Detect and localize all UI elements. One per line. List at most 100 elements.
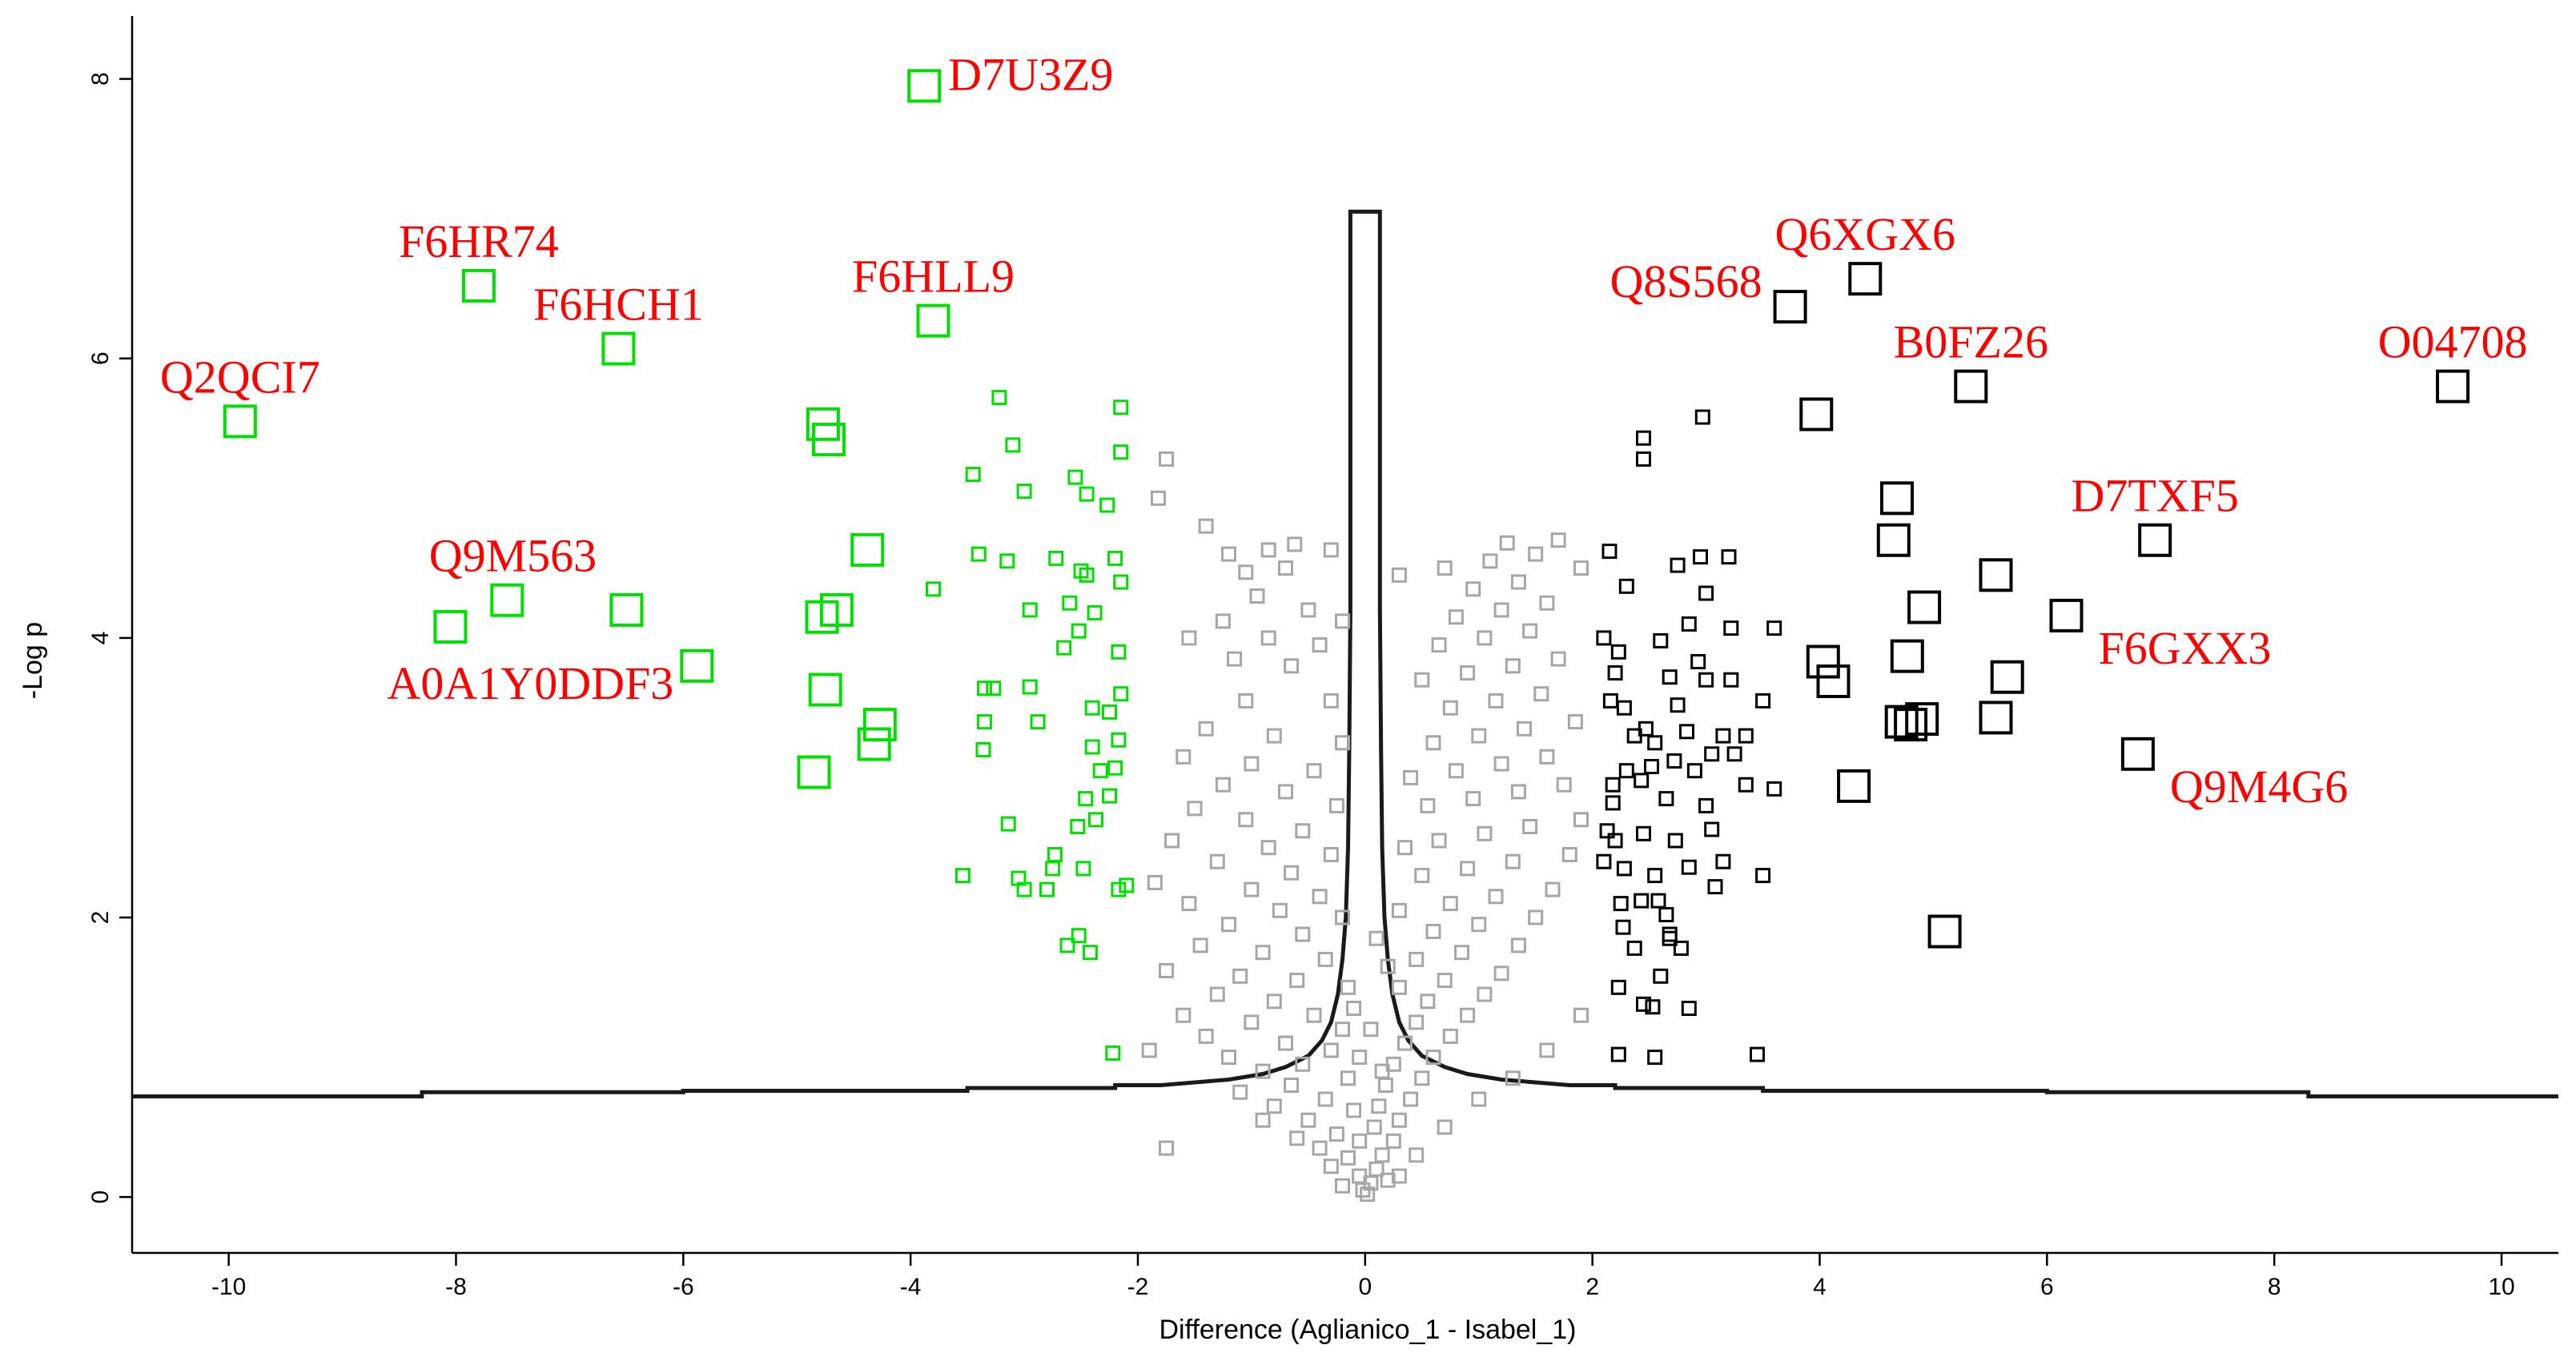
- protein-label: B0FZ26: [1894, 316, 2048, 368]
- point-down-regulated: [926, 581, 941, 597]
- point-up-regulated: [1658, 791, 1674, 807]
- point-not-significant: [1335, 1022, 1350, 1038]
- point-up-regulated: [1681, 616, 1697, 632]
- x-tick-label: 6: [2040, 1274, 2054, 1300]
- point-up-regulated: [1626, 940, 1642, 956]
- point-up-regulated: [1673, 940, 1689, 956]
- point-down-regulated: [1067, 469, 1083, 485]
- point-up-regulated: [1647, 868, 1663, 884]
- point-up-regulated: [1636, 825, 1651, 841]
- point-not-significant: [1255, 1112, 1271, 1128]
- point-not-significant: [1425, 924, 1441, 939]
- point-up-regulated: [1653, 968, 1669, 984]
- point-not-significant: [1550, 532, 1566, 548]
- point-down-regulated: [1005, 437, 1021, 453]
- point-not-significant: [1187, 801, 1203, 817]
- point-up-regulated: [1681, 859, 1697, 875]
- point-not-significant: [1335, 1178, 1350, 1194]
- point-not-significant: [1221, 917, 1236, 933]
- point-not-significant: [1493, 966, 1509, 982]
- point-not-significant: [1272, 902, 1288, 918]
- x-tick-label: -8: [445, 1274, 467, 1300]
- point-not-significant: [1460, 665, 1476, 680]
- point-up-regulated: [1610, 1046, 1626, 1062]
- point-down-regulated-large: [850, 532, 885, 567]
- point-down-regulated-large: [433, 609, 468, 644]
- point-up-regulated: [1694, 409, 1710, 425]
- y-tick-label: 8: [87, 72, 114, 86]
- point-not-significant: [1328, 1126, 1344, 1142]
- point-not-significant: [1556, 777, 1572, 793]
- ticks-group: -10 -8 -6 -4 -2 0 2 4 6 8 10 0 2 4 6 8: [87, 72, 2515, 1300]
- point-not-significant: [1460, 861, 1476, 877]
- point-not-significant: [1260, 840, 1276, 856]
- point-not-significant: [1409, 951, 1425, 967]
- point-not-significant: [1477, 630, 1493, 646]
- point-not-significant: [1352, 1133, 1368, 1149]
- point-up-regulated: [1634, 773, 1650, 789]
- point-not-significant: [1517, 721, 1532, 737]
- point-not-significant: [1391, 567, 1407, 583]
- point-not-significant: [1249, 588, 1265, 604]
- annotations-group: D7U3Z9 F6HR74 F6HCH1 F6HLL9 Q2QCI7 Q9M563 A0A1…: [160, 48, 2528, 812]
- point-down-regulated: [1088, 812, 1103, 828]
- point-not-significant: [1159, 451, 1174, 467]
- y-axis-title: -Log p: [18, 622, 48, 699]
- point-not-significant: [1266, 1098, 1282, 1114]
- point-down-regulated-large: [680, 648, 714, 683]
- point-up-regulated: [1615, 919, 1631, 935]
- point-down-regulated: [991, 390, 1007, 406]
- point-up-regulated: [1693, 549, 1708, 565]
- point-up-regulated: [1698, 585, 1714, 601]
- point-not-significant: [1567, 714, 1583, 730]
- point-not-significant: [1409, 1014, 1425, 1030]
- point-up-regulated-large: [1890, 639, 1924, 673]
- point-not-significant: [1391, 979, 1407, 995]
- point-not-significant: [1431, 833, 1447, 849]
- point-up-regulated-large: [1848, 262, 1883, 296]
- point-not-significant: [1420, 994, 1436, 1010]
- point-down-regulated-large: [862, 708, 897, 742]
- point-down-regulated: [986, 680, 1002, 697]
- point-not-significant: [1147, 874, 1163, 890]
- point-down-regulated: [1039, 881, 1055, 897]
- point-not-significant: [1175, 749, 1192, 765]
- point-up-regulated: [1613, 896, 1629, 912]
- point-not-significant: [1499, 535, 1515, 551]
- point-not-significant: [1278, 784, 1293, 800]
- point-not-significant: [1522, 623, 1538, 639]
- point-up-regulated-large: [1894, 708, 1928, 742]
- point-up-regulated-large: [1954, 369, 1988, 403]
- point-up-regulated-large: [1880, 481, 1914, 516]
- point-not-significant: [1260, 630, 1276, 646]
- point-not-significant: [1215, 777, 1231, 793]
- point-up-regulated: [1596, 853, 1612, 869]
- point-not-significant: [1295, 823, 1311, 839]
- point-down-regulated: [1102, 704, 1117, 720]
- point-up-regulated: [1616, 861, 1632, 877]
- point-down-regulated: [1113, 574, 1129, 590]
- point-up-regulated: [1690, 654, 1706, 669]
- point-up-regulated: [1681, 1001, 1697, 1016]
- point-down-regulated: [1056, 640, 1072, 656]
- point-up-regulated: [1644, 759, 1659, 774]
- point-not-significant: [1539, 1042, 1555, 1058]
- point-down-regulated-large: [805, 600, 839, 634]
- point-down-regulated: [1000, 816, 1016, 832]
- point-not-significant: [1181, 630, 1197, 646]
- point-up-regulated-large: [1979, 558, 2013, 592]
- point-not-significant: [1284, 865, 1300, 881]
- point-not-significant: [1371, 1098, 1387, 1114]
- point-not-significant: [1284, 1078, 1300, 1093]
- point-not-significant: [1493, 756, 1509, 772]
- point-not-significant: [1397, 840, 1413, 856]
- protein-label: Q2QCI7: [160, 351, 320, 403]
- point-up-regulated: [1618, 763, 1634, 779]
- point-not-significant: [1368, 930, 1384, 946]
- point-not-significant: [1454, 945, 1469, 961]
- point-not-significant: [1374, 1063, 1390, 1079]
- point-not-significant: [1414, 868, 1430, 884]
- x-tick-label: 0: [1358, 1274, 1372, 1300]
- point-not-significant: [1442, 1028, 1458, 1044]
